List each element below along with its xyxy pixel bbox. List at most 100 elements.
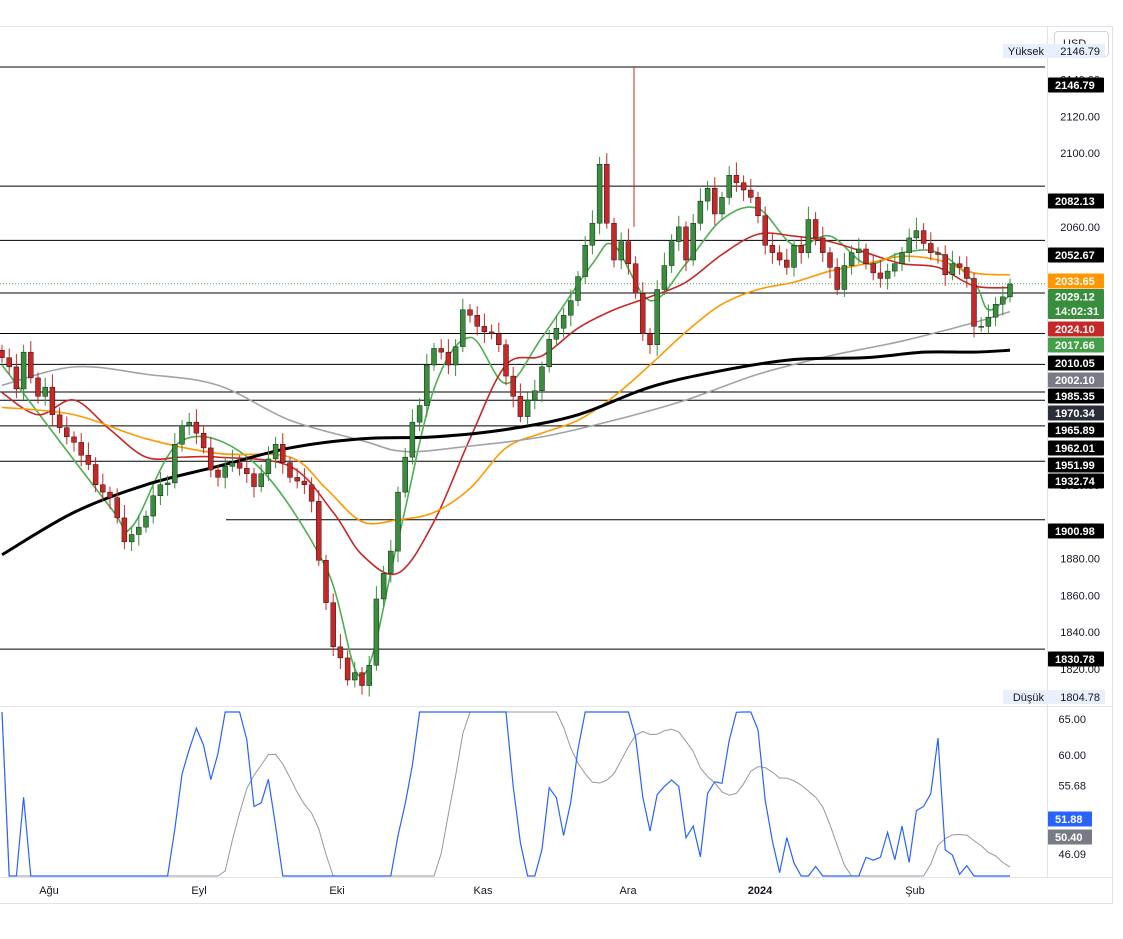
candle-body (164, 482, 171, 485)
candle-body (870, 263, 876, 274)
candle-body (928, 243, 934, 253)
candle-body (589, 222, 596, 246)
price-tick-label: 2100.00 (1060, 148, 1100, 160)
candle-body (575, 276, 581, 301)
low-caption-background (1003, 690, 1105, 704)
candle-body (35, 377, 41, 397)
candle-body (424, 364, 430, 406)
candle-body (0, 350, 5, 358)
candle-body (791, 245, 797, 268)
candle-body (136, 526, 142, 535)
candle-body (712, 187, 718, 215)
time-axis-label: Ara (619, 885, 637, 897)
candle-body (467, 309, 473, 316)
price-badge (1048, 273, 1104, 289)
candle-body (539, 366, 545, 392)
candle-body (460, 309, 466, 347)
low-caption-label: Düşük (1013, 692, 1045, 704)
moving-average-line (1, 310, 1011, 453)
pane-divider (0, 706, 1113, 707)
candle-body (49, 386, 56, 415)
price-badge-label: 2010.05 (1055, 358, 1095, 370)
candle-body (503, 344, 509, 377)
candle-body (416, 405, 423, 423)
candle-body (64, 427, 70, 438)
candle-body (380, 572, 387, 600)
candle-body (265, 458, 272, 474)
candle-body (287, 462, 293, 478)
candle-body (524, 399, 531, 417)
price-badge-label: 1951.99 (1055, 460, 1095, 472)
candle-body (582, 245, 588, 277)
candle-body (956, 263, 963, 268)
price-badge (1048, 372, 1104, 388)
candle-body (42, 386, 48, 397)
oscillator-line (1, 711, 1010, 877)
price-badge-label: 1965.89 (1055, 425, 1095, 437)
candle-body (208, 447, 214, 471)
price-badge-label: 1962.01 (1055, 443, 1095, 455)
candle-body (654, 289, 660, 345)
oscillator-value-badge (1048, 811, 1092, 827)
candle-body (776, 252, 783, 261)
candle-body (676, 226, 682, 242)
time-axis-label: Eki (329, 885, 344, 897)
price-badge-label: 1932.74 (1055, 476, 1096, 488)
price-badge-label: 2017.66 (1055, 340, 1095, 352)
candle-body (1000, 296, 1006, 305)
price-badge-label: 2024.10 (1055, 324, 1095, 336)
candle-body (294, 477, 300, 482)
candle-body (992, 304, 999, 318)
candle-body (884, 270, 891, 279)
time-axis-label: Eyl (191, 885, 206, 897)
candle-body (625, 241, 632, 264)
oscillator-value-badge-label: 51.88 (1055, 814, 1083, 826)
candle-body (244, 467, 250, 474)
candle-body (438, 348, 444, 353)
candle-body (856, 248, 862, 253)
time-axis-divider (0, 877, 1113, 878)
candle-body (978, 326, 984, 328)
candle-body (719, 197, 725, 215)
price-badge (1048, 321, 1104, 337)
candle-body (258, 473, 264, 487)
oscillator-signal-badge-label: 50.40 (1055, 832, 1083, 844)
candle-body (985, 316, 992, 327)
price-tick-label: 1840.00 (1060, 627, 1100, 639)
top-border (0, 26, 1113, 27)
price-badge-label: 2029.12 (1055, 292, 1095, 304)
time-axis-label: 2024 (748, 885, 773, 897)
oscillator-signal-line (1, 711, 1011, 877)
candle-body (942, 254, 948, 275)
price-badge-label: 1985.35 (1055, 391, 1095, 403)
candle-body (172, 444, 178, 484)
oscillator-tick-label: 46.09 (1058, 849, 1086, 861)
candle-body (344, 657, 351, 681)
candle-body (805, 219, 812, 253)
candle-body (431, 348, 437, 366)
candle-body (229, 462, 236, 467)
candle-body (733, 175, 740, 183)
candle-body (186, 421, 192, 427)
candle-body (359, 672, 365, 686)
candle-body (1007, 283, 1013, 298)
price-badge (1048, 193, 1104, 209)
candle-body (316, 501, 322, 561)
price-badge (1048, 337, 1104, 353)
candle-body (553, 327, 560, 340)
candle-body (71, 436, 77, 443)
candle-body (964, 267, 970, 279)
candle-body (409, 421, 416, 458)
price-badge (1048, 355, 1104, 371)
price-badge-label: 1900.98 (1055, 526, 1095, 538)
price-tick-label: 2060.00 (1060, 222, 1100, 234)
candle-body (935, 252, 941, 255)
oscillator-tick-label: 65.00 (1058, 714, 1086, 726)
candle-body (481, 326, 488, 333)
candle-body (863, 248, 869, 264)
high-caption-background (1003, 44, 1105, 58)
candle-body (906, 237, 912, 253)
price-badge-label: 2052.67 (1055, 250, 1095, 262)
